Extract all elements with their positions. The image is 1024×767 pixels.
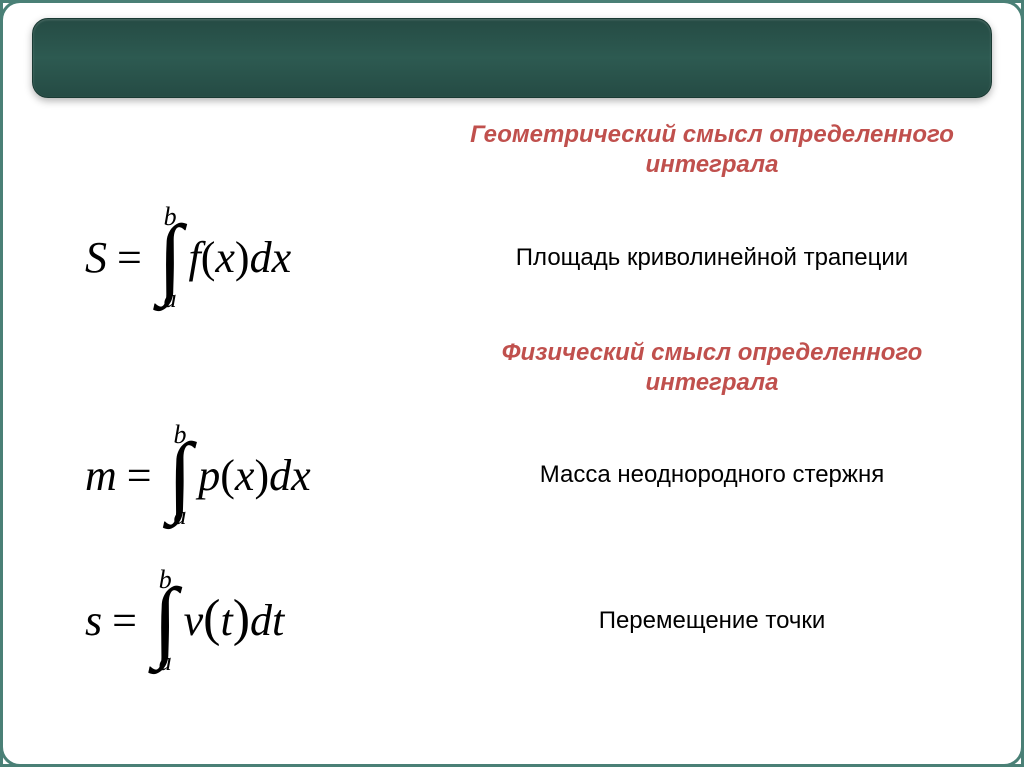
differential: dx bbox=[250, 232, 292, 283]
integral-sign-icon: ∫ bbox=[158, 224, 183, 292]
formula-lhs: s bbox=[85, 595, 102, 646]
integrand-fn: f bbox=[188, 232, 200, 283]
section-heading-physical: Физический смысл определенного интеграла bbox=[440, 338, 984, 398]
section-heading-geometric: Геометрический смысл определенного интег… bbox=[440, 120, 984, 180]
integrand-fn: p bbox=[198, 450, 220, 501]
formula-lhs: m bbox=[85, 450, 117, 501]
title-banner bbox=[32, 18, 992, 98]
slide-content: Геометрический смысл определенного интег… bbox=[0, 120, 1024, 747]
lower-bound: a bbox=[164, 286, 177, 312]
formula-mass: m = b ∫ a p (x) dx bbox=[85, 422, 311, 530]
integral-sign-icon: ∫ bbox=[168, 442, 193, 510]
integrand-var: t bbox=[220, 595, 232, 646]
integral-sign-icon: ∫ bbox=[153, 587, 178, 655]
differential: dt bbox=[250, 595, 284, 646]
formula-displacement: s = b ∫ a v (t) dt bbox=[85, 567, 284, 675]
corner-decoration bbox=[988, 0, 1024, 36]
description-area: Площадь криволинейной трапеции bbox=[440, 244, 984, 272]
integrand-var: x bbox=[215, 232, 235, 283]
lower-bound: a bbox=[159, 649, 172, 675]
lower-bound: a bbox=[173, 503, 186, 529]
description-displacement: Перемещение точки bbox=[440, 607, 984, 635]
description-mass: Масса неоднородного стержня bbox=[440, 461, 984, 489]
formula-lhs: S bbox=[85, 232, 107, 283]
formula-area: S = b ∫ a f (x) dx bbox=[85, 204, 291, 312]
corner-decoration bbox=[0, 0, 36, 36]
integrand-var: x bbox=[235, 450, 255, 501]
differential: dx bbox=[269, 450, 311, 501]
integrand-fn: v bbox=[184, 595, 204, 646]
